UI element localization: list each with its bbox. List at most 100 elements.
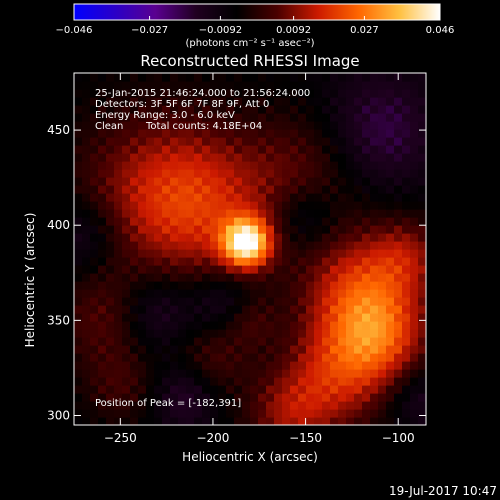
heatmap-cell (402, 369, 411, 378)
heatmap-cell (330, 201, 339, 210)
heatmap-cell (330, 217, 339, 226)
heatmap-cell (194, 81, 203, 90)
heatmap-cell (394, 361, 403, 370)
heatmap-cell (394, 121, 403, 130)
heatmap-cell (290, 137, 299, 146)
heatmap-cell (162, 201, 171, 210)
heatmap-cell (186, 89, 195, 98)
heatmap-cell (194, 201, 203, 210)
heatmap-cell (74, 249, 83, 258)
heatmap-cell (146, 393, 155, 402)
heatmap-cell (122, 273, 131, 282)
heatmap-cell (130, 241, 139, 250)
colorbar (73, 3, 441, 21)
heatmap-cell (106, 417, 115, 425)
heatmap-cell (146, 233, 155, 242)
heatmap-cell (98, 337, 107, 346)
heatmap-cell (194, 241, 203, 250)
heatmap-cell (250, 97, 259, 106)
heatmap-cell (98, 273, 107, 282)
heatmap-cell (130, 281, 139, 290)
heatmap-cell (210, 281, 219, 290)
heatmap-cell (154, 145, 163, 154)
heatmap-cell (194, 353, 203, 362)
heatmap-cell (386, 193, 395, 202)
heatmap-cell (154, 353, 163, 362)
heatmap-cell (258, 137, 267, 146)
heatmap-cell (210, 345, 219, 354)
heatmap-cell (354, 217, 363, 226)
heatmap-cell (362, 241, 371, 250)
heatmap-cell (378, 369, 387, 378)
heatmap-cell (370, 345, 379, 354)
heatmap-cell (146, 321, 155, 330)
y-axis-label: Heliocentric Y (arcsec) (23, 212, 37, 348)
heatmap-cell (378, 193, 387, 202)
heatmap-cell (298, 289, 307, 298)
heatmap-cell (98, 201, 107, 210)
heatmap-cell (266, 377, 275, 386)
heatmap-cell (282, 89, 291, 98)
heatmap-cell (202, 329, 211, 338)
heatmap-cell (242, 409, 251, 418)
heatmap-cell (354, 385, 363, 394)
heatmap-cell (130, 249, 139, 258)
heatmap-cell (314, 145, 323, 154)
heatmap-cell (266, 137, 275, 146)
heatmap-cell (322, 145, 331, 154)
heatmap-cell (114, 217, 123, 226)
heatmap-cell (258, 169, 267, 178)
heatmap-cell (410, 113, 419, 122)
heatmap-cell (370, 73, 379, 82)
heatmap-cell (82, 329, 91, 338)
heatmap-cell (298, 353, 307, 362)
heatmap-cell (370, 417, 379, 425)
heatmap-cell (402, 297, 411, 306)
heatmap-cell (314, 361, 323, 370)
heatmap-cell (114, 249, 123, 258)
heatmap-cell (178, 385, 187, 394)
heatmap-cell (210, 313, 219, 322)
heatmap-cell (242, 233, 251, 242)
heatmap-cell (282, 145, 291, 154)
heatmap-cell (98, 89, 107, 98)
heatmap-cell (258, 329, 267, 338)
heatmap-cell (386, 105, 395, 114)
heatmap-cell (114, 393, 123, 402)
heatmap-cell (202, 113, 211, 122)
heatmap-cell (90, 73, 99, 82)
heatmap-cell (234, 265, 243, 274)
heatmap-cell (362, 385, 371, 394)
heatmap-cell (266, 361, 275, 370)
heatmap-cell (402, 321, 411, 330)
heatmap-cell (250, 121, 259, 130)
heatmap-cell (106, 401, 115, 410)
heatmap-cell (346, 369, 355, 378)
heatmap-cell (298, 249, 307, 258)
heatmap-cell (386, 385, 395, 394)
heatmap-cell (210, 81, 219, 90)
heatmap-cell (82, 217, 91, 226)
heatmap-cell (82, 313, 91, 322)
heatmap-cell (306, 257, 315, 266)
heatmap-cell (178, 401, 187, 410)
heatmap-cell (306, 129, 315, 138)
heatmap-cell (250, 361, 259, 370)
heatmap-cell (82, 249, 91, 258)
heatmap-cell (274, 353, 283, 362)
heatmap-cell (258, 265, 267, 274)
heatmap-cell (242, 353, 251, 362)
heatmap-cell (74, 233, 83, 242)
heatmap-cell (186, 369, 195, 378)
heatmap-cell (170, 305, 179, 314)
heatmap-cell (306, 265, 315, 274)
heatmap-cell (330, 329, 339, 338)
heatmap-cell (194, 113, 203, 122)
heatmap-cell (346, 313, 355, 322)
heatmap-cell (210, 169, 219, 178)
heatmap-cell (114, 385, 123, 394)
heatmap-cell (354, 153, 363, 162)
heatmap-cell (266, 201, 275, 210)
heatmap-cell (394, 305, 403, 314)
heatmap-cell (250, 137, 259, 146)
